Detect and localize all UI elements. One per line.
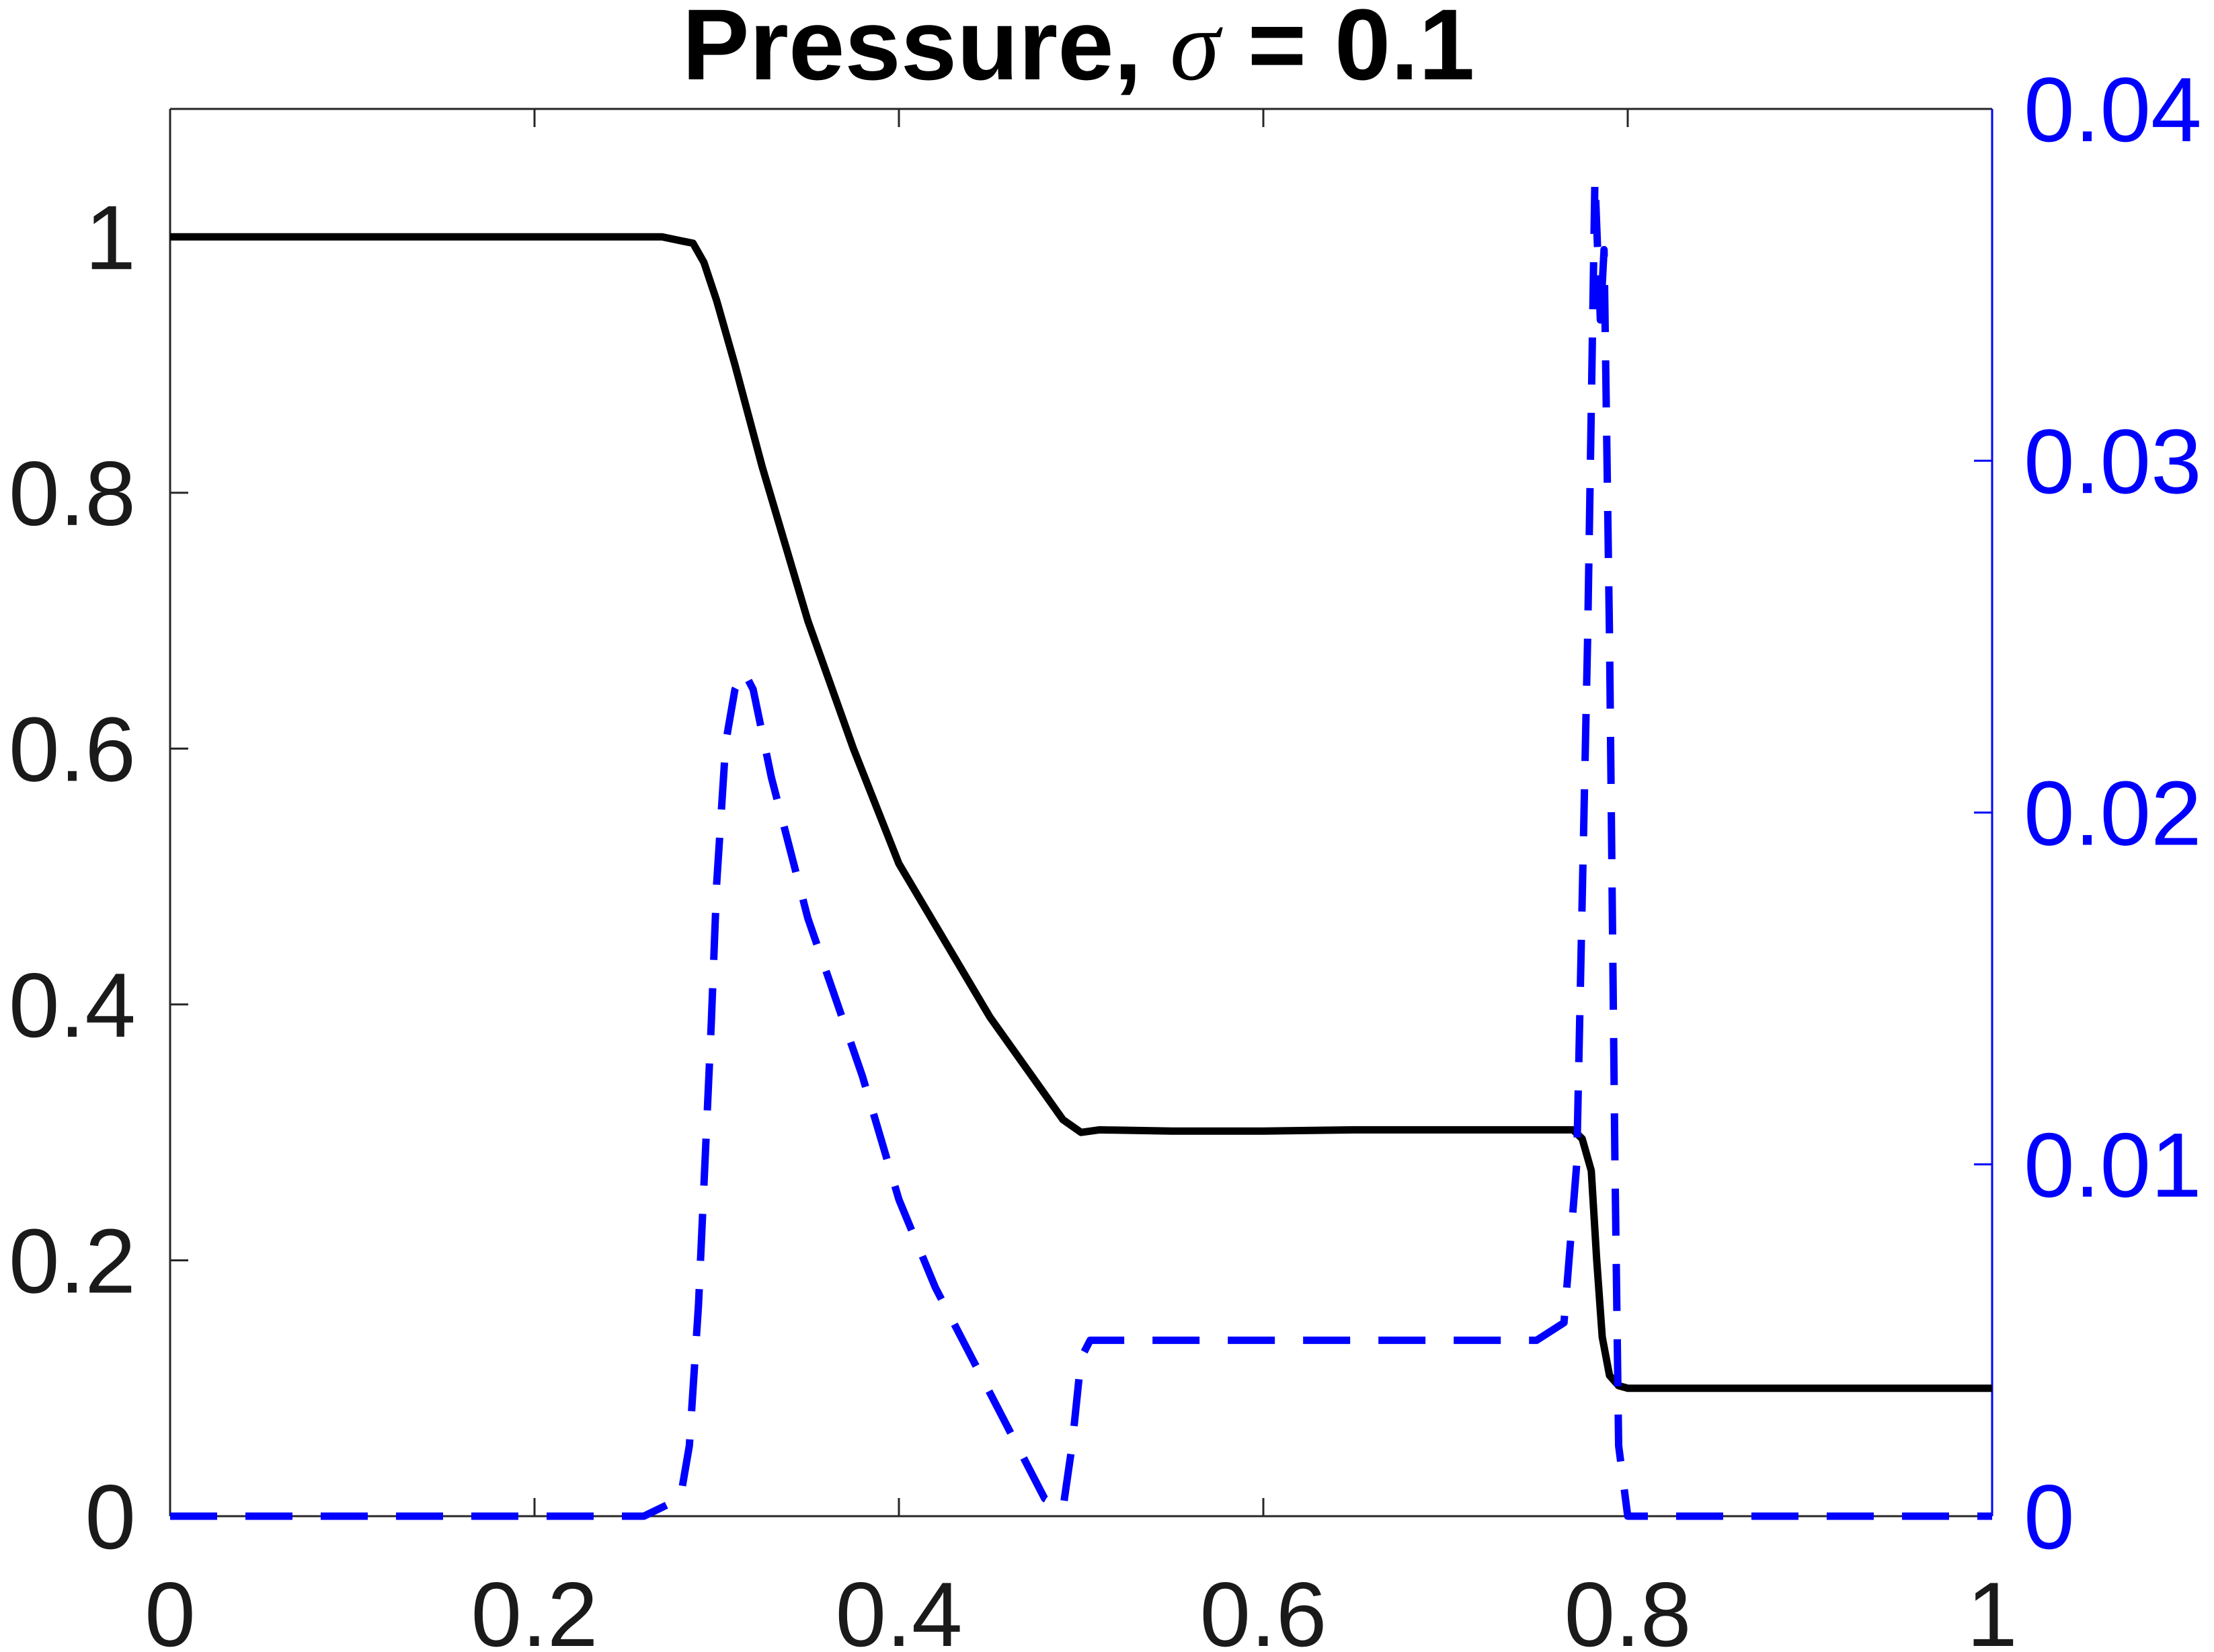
- x-tick-label: 0.4: [835, 1563, 962, 1652]
- chart-title-prefix: Pressure,: [682, 0, 1170, 101]
- y-right-tick-label: 0: [2024, 1466, 2075, 1568]
- y-left-tick-label: 1: [85, 186, 136, 288]
- series-line-left-solid: [170, 233, 1992, 1392]
- y-right-tick-label: 0.01: [2024, 1114, 2202, 1216]
- x-tick-label: 1: [1967, 1563, 2018, 1652]
- y-left-tick-label: 0.4: [9, 954, 136, 1056]
- plot-area: [170, 175, 1992, 1520]
- axes: [169, 108, 1993, 1518]
- x-tick-label: 0.2: [471, 1563, 598, 1652]
- tick-labels: 0 0.2 0.4 0.6 0.8 100.20.40.60.8100.010.020.0…: [9, 58, 2202, 1652]
- chart-title-symbol: σ: [1170, 0, 1223, 102]
- chart-title: Pressure, σ = 0.1: [682, 0, 1475, 102]
- y-left-tick-label: 0: [85, 1466, 136, 1568]
- y-left-tick-label: 0.2: [9, 1210, 136, 1312]
- x-tick-label: 0.8: [1564, 1563, 1691, 1652]
- y-right-tick-label: 0.03: [2024, 410, 2202, 512]
- y-right-tick-label: 0.02: [2024, 762, 2202, 865]
- series-line-right-dashed: [170, 175, 1992, 1520]
- y-right-tick-label: 0.04: [2024, 58, 2202, 161]
- y-left-tick-label: 0.6: [9, 698, 136, 800]
- y-left-tick-label: 0.8: [9, 442, 136, 545]
- x-tick-label: 0.6: [1199, 1563, 1327, 1652]
- x-tick-label: 0: [145, 1563, 196, 1652]
- chart-title-suffix: = 0.1: [1220, 0, 1474, 101]
